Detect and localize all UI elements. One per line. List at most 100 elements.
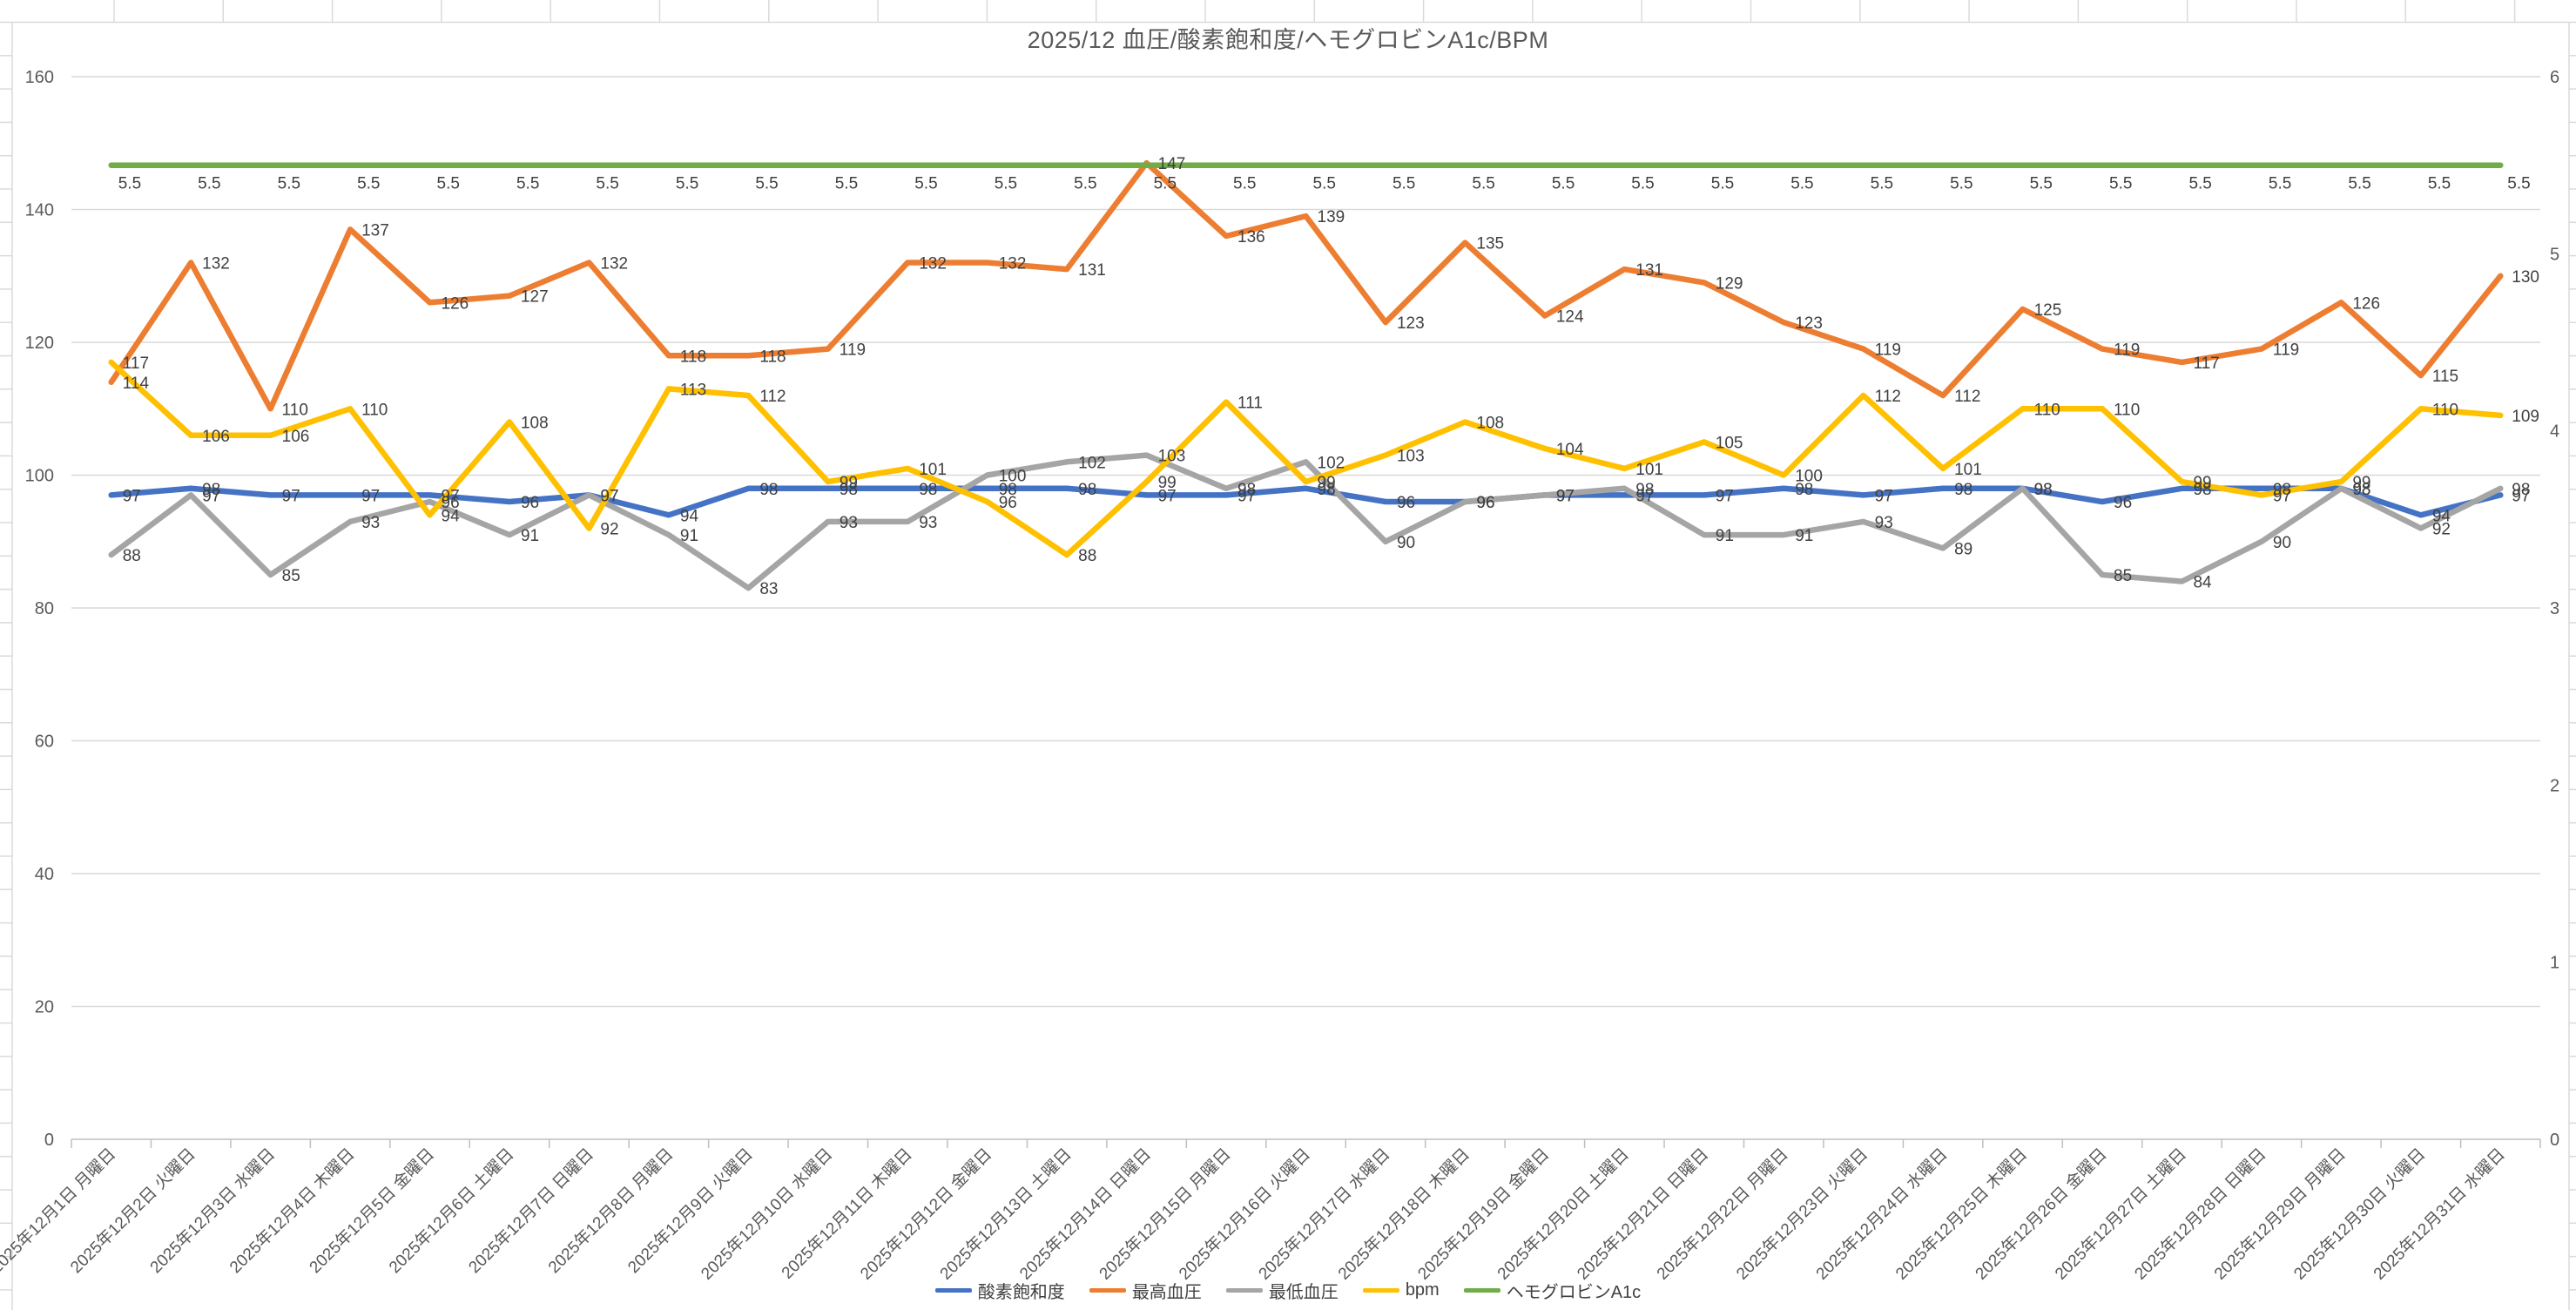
legend-item-diastolic[interactable]: 最低血圧	[1225, 1278, 1339, 1303]
data-label-systolic: 132	[919, 255, 947, 273]
data-label-systolic: 125	[2034, 301, 2062, 320]
data-label-systolic: 126	[442, 294, 469, 313]
data-label-hba1c: 5.5	[2030, 175, 2053, 193]
data-label-diastolic: 98	[2352, 481, 2370, 499]
legend-item-bpm[interactable]: bpm	[1362, 1280, 1440, 1300]
y-axis-right-tick: 0	[2550, 1131, 2559, 1150]
data-label-systolic: 132	[600, 255, 628, 273]
x-axis-category-label: 2025年12月18日 木曜日	[1334, 1145, 1473, 1284]
data-label-diastolic: 97	[600, 487, 618, 505]
x-axis-category-label: 2025年12月26日 金曜日	[1972, 1145, 2111, 1284]
data-label-bpm: 99	[840, 474, 858, 492]
data-label-systolic: 137	[361, 221, 389, 240]
data-label-diastolic: 90	[2273, 534, 2291, 552]
data-label-hba1c: 5.5	[755, 175, 778, 193]
data-label-bpm: 104	[1556, 441, 1584, 459]
y-axis-right-labels: 0 1 2 3 4 5 6	[2550, 68, 2559, 1150]
data-label-diastolic: 96	[442, 494, 460, 512]
series-line-bpm	[108, 359, 2504, 558]
data-label-hba1c: 5.5	[2507, 175, 2530, 193]
data-label-bpm: 108	[1476, 415, 1504, 433]
x-axis-category-label: 2025年12月31日 水曜日	[2370, 1145, 2509, 1284]
data-label-bpm: 110	[2034, 401, 2060, 419]
data-label-spo2: 98	[1795, 481, 1813, 499]
legend-item-systolic[interactable]: 最高血圧	[1089, 1278, 1202, 1303]
data-label-spo2: 96	[521, 494, 539, 512]
legend-label-spo2: 酸素飽和度	[977, 1282, 1065, 1302]
data-label-hba1c: 5.5	[198, 175, 220, 193]
data-label-spo2: 97	[1556, 487, 1575, 505]
data-label-bpm: 110	[2114, 401, 2140, 419]
data-label-bpm: 103	[1397, 448, 1425, 466]
x-axis-category-label: 2025年12月13日 土曜日	[936, 1145, 1076, 1284]
data-label-systolic: 135	[1476, 235, 1504, 253]
data-label-spo2: 98	[2034, 481, 2053, 499]
legend[interactable]: 酸素飽和度 最高血圧 最低血圧 bpm ヘモグロビンA1c	[0, 1277, 2576, 1303]
data-label-systolic: 127	[521, 288, 549, 307]
series-line-spo2	[108, 485, 2504, 518]
data-label-systolic: 123	[1397, 314, 1425, 333]
series-labels-bpm: 117 106 106 110 94 108 92 113 112 99 101 96 88 99 111 9…	[123, 355, 2539, 565]
data-label-bpm: 100	[1795, 468, 1823, 486]
data-label-hba1c: 5.5	[357, 175, 380, 193]
data-label-diastolic: 98	[2034, 481, 2053, 499]
data-label-spo2: 94	[2432, 507, 2451, 525]
legend-swatch-bpm	[1362, 1287, 1399, 1293]
data-label-spo2: 97	[123, 487, 141, 505]
x-axis-category-label: 2025年12月24日 水曜日	[1812, 1145, 1952, 1284]
y-axis-right-tick: 6	[2550, 68, 2559, 87]
series-labels-diastolic: 88 97 85 93 96 91 97 91 83 93 93 100 102 103 98 102 90 96…	[123, 448, 2531, 599]
data-label-hba1c: 5.5	[1154, 175, 1177, 193]
data-label-spo2: 97	[1237, 487, 1256, 505]
y-axis-left-tick: 120	[25, 334, 54, 353]
data-label-bpm: 99	[2352, 474, 2370, 492]
data-label-spo2: 98	[2193, 481, 2211, 499]
data-label-hba1c: 5.5	[1552, 175, 1575, 193]
data-label-hba1c: 5.5	[1871, 175, 1893, 193]
data-label-hba1c: 5.5	[2109, 175, 2132, 193]
y-axis-left-tick: 0	[44, 1131, 54, 1150]
data-label-hba1c: 5.5	[2188, 175, 2211, 193]
data-label-hba1c: 5.5	[914, 175, 937, 193]
data-label-bpm: 108	[521, 415, 549, 433]
legend-item-hba1c[interactable]: ヘモグロビンA1c	[1463, 1278, 1641, 1303]
y-axis-right-tick: 2	[2550, 776, 2559, 795]
data-label-bpm: 101	[919, 461, 947, 479]
data-label-systolic: 131	[1078, 261, 1106, 280]
data-label-spo2: 96	[1476, 494, 1494, 512]
x-axis	[71, 1138, 2541, 1148]
data-label-diastolic: 91	[1795, 527, 1813, 545]
data-label-systolic: 114	[123, 375, 150, 393]
x-axis-category-label: 2025年12月19日 金曜日	[1414, 1145, 1554, 1284]
legend-item-spo2[interactable]: 酸素飽和度	[934, 1278, 1065, 1303]
data-label-diastolic: 92	[2432, 521, 2451, 539]
data-label-hba1c: 5.5	[835, 175, 858, 193]
data-label-systolic: 126	[2352, 294, 2380, 313]
data-label-spo2: 97	[1875, 487, 1893, 505]
data-label-bpm: 112	[759, 388, 786, 406]
data-label-spo2: 96	[1397, 494, 1415, 512]
data-label-diastolic: 91	[680, 527, 698, 545]
data-label-bpm: 110	[2432, 401, 2458, 419]
data-label-hba1c: 5.5	[516, 175, 539, 193]
data-label-hba1c: 5.5	[596, 175, 618, 193]
x-axis-category-label: 2025年12月25日 木曜日	[1892, 1145, 2031, 1284]
data-label-systolic: 118	[680, 348, 706, 366]
data-label-diastolic: 93	[361, 514, 380, 532]
series-line-systolic	[108, 159, 2504, 412]
data-label-hba1c: 5.5	[1313, 175, 1336, 193]
data-label-diastolic: 89	[1954, 540, 1972, 558]
data-label-diastolic: 84	[2193, 574, 2212, 592]
data-label-bpm: 101	[1635, 461, 1663, 479]
data-label-diastolic: 97	[1556, 487, 1575, 505]
data-label-bpm: 101	[1954, 461, 1982, 479]
data-label-systolic: 119	[2114, 341, 2140, 360]
y-axis-left-tick: 40	[35, 865, 54, 884]
data-label-diastolic: 90	[1397, 534, 1415, 552]
gridlines	[71, 76, 2540, 1008]
data-label-diastolic: 93	[919, 514, 937, 532]
data-label-systolic: 139	[1318, 208, 1345, 226]
